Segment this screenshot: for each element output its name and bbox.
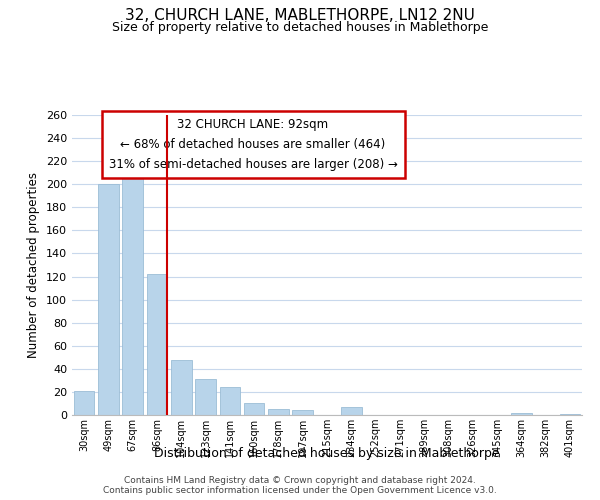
Text: 32 CHURCH LANE: 92sqm
← 68% of detached houses are smaller (464)
31% of semi-det: 32 CHURCH LANE: 92sqm ← 68% of detached … [109,118,397,171]
Bar [292,410,313,415]
Y-axis label: Number of detached properties: Number of detached properties [28,172,40,358]
Bar [171,360,191,415]
Bar [511,412,532,415]
Bar [74,391,94,415]
Bar [195,379,216,415]
Text: Size of property relative to detached houses in Mablethorpe: Size of property relative to detached ho… [112,22,488,35]
Bar [146,274,167,415]
Bar [560,414,580,415]
Text: Distribution of detached houses by size in Mablethorpe: Distribution of detached houses by size … [154,448,500,460]
Bar [268,409,289,415]
Bar [244,404,265,415]
Bar [122,170,143,415]
Text: 32, CHURCH LANE, MABLETHORPE, LN12 2NU: 32, CHURCH LANE, MABLETHORPE, LN12 2NU [125,8,475,22]
Text: Contains public sector information licensed under the Open Government Licence v3: Contains public sector information licen… [103,486,497,495]
Bar [341,407,362,415]
Text: Contains HM Land Registry data © Crown copyright and database right 2024.: Contains HM Land Registry data © Crown c… [124,476,476,485]
Bar [220,388,240,415]
Bar [98,184,119,415]
